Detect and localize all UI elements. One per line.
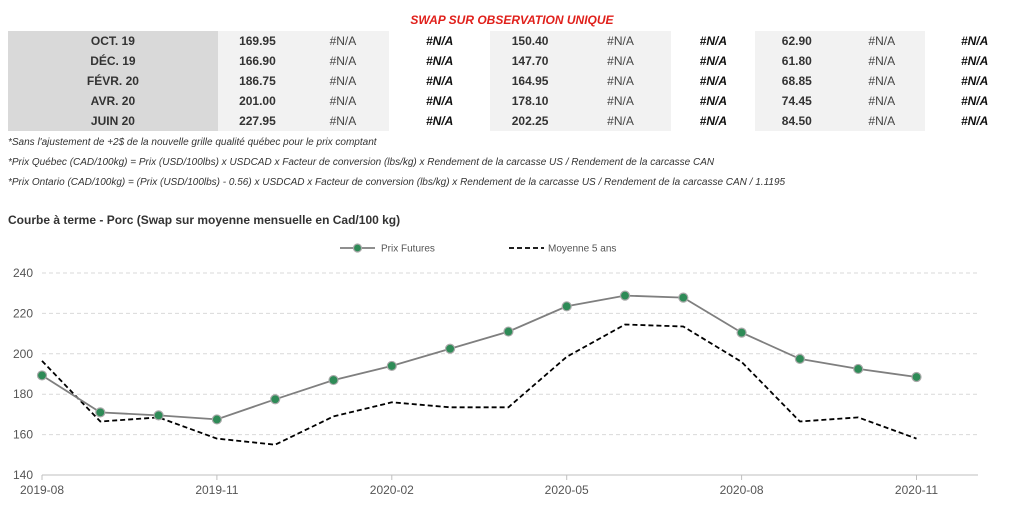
na-bold-cell: #N/A (925, 51, 1024, 71)
value-cell: 84.50 (755, 111, 839, 131)
table-row: DÉC. 19 166.90 #N/A #N/A 147.70 #N/A #N/… (8, 51, 1024, 71)
na-cell: #N/A (297, 91, 389, 111)
value-cell: 201.00 (217, 91, 298, 111)
data-point-prix-futures (95, 407, 106, 418)
data-point-prix-futures (211, 414, 222, 425)
na-bold-cell: #N/A (388, 111, 491, 131)
swap-table: OCT. 19 169.95 #N/A #N/A 150.40 #N/A #N/… (8, 31, 1024, 131)
swap-title: SWAP SUR OBSERVATION UNIQUE (410, 13, 614, 27)
na-cell: #N/A (569, 71, 672, 91)
data-point-prix-futures (36, 370, 48, 381)
na-bold-cell: #N/A (388, 51, 491, 71)
value-cell: 202.25 (490, 111, 570, 131)
footnote-quebec-formula: *Prix Québec (CAD/100kg) = Prix (USD/100… (8, 157, 715, 168)
month-cell: JUIN 20 (8, 111, 218, 131)
x-tick-label: 2020-11 (895, 483, 938, 497)
na-cell: #N/A (569, 111, 672, 131)
value-cell: 61.80 (755, 51, 839, 71)
na-bold-cell: #N/A (925, 91, 1024, 111)
na-cell: #N/A (569, 51, 672, 71)
value-cell: 68.85 (755, 71, 839, 91)
series-line-moyenne-5-ans (41, 323, 917, 446)
series-line-prix-futures (41, 294, 917, 421)
value-cell: 74.45 (755, 91, 839, 111)
na-cell: #N/A (838, 51, 926, 71)
value-cell: 62.90 (755, 31, 839, 51)
table-row: OCT. 19 169.95 #N/A #N/A 150.40 #N/A #N/… (8, 31, 1024, 51)
value-cell: 150.40 (490, 31, 570, 51)
legend-label-moyenne-5-ans: Moyenne 5 ans (548, 244, 616, 255)
table-row: JUIN 20 227.95 #N/A #N/A 202.25 #N/A #N/… (8, 111, 1024, 131)
na-cell: #N/A (838, 71, 926, 91)
data-point-prix-futures (736, 327, 747, 338)
na-cell: #N/A (838, 111, 926, 131)
legend-label-prix-futures: Prix Futures (381, 244, 435, 255)
x-tick-label: 2020-05 (545, 483, 589, 497)
data-point-prix-futures (619, 290, 631, 301)
x-tick-label: 2020-08 (720, 483, 764, 497)
data-point-prix-futures (561, 301, 572, 312)
y-tick-label: 240 (13, 266, 33, 280)
x-tick-label: 2019-08 (20, 483, 64, 497)
data-point-prix-futures (328, 374, 339, 386)
na-bold-cell: #N/A (388, 31, 491, 51)
y-tick-label: 160 (13, 428, 33, 442)
na-bold-cell: #N/A (671, 71, 756, 91)
na-cell: #N/A (297, 111, 389, 131)
value-cell: 169.95 (217, 31, 298, 51)
na-bold-cell: #N/A (671, 111, 756, 131)
data-point-prix-futures (386, 360, 397, 372)
table-row: AVR. 20 201.00 #N/A #N/A 178.10 #N/A #N/… (8, 91, 1024, 111)
na-cell: #N/A (297, 71, 389, 91)
data-point-prix-futures (911, 371, 922, 383)
value-cell: 186.75 (217, 71, 298, 91)
month-cell: OCT. 19 (8, 31, 218, 51)
y-tick-label: 180 (13, 387, 33, 401)
na-cell: #N/A (569, 91, 672, 111)
na-cell: #N/A (569, 31, 672, 51)
data-point-prix-futures (270, 394, 281, 405)
footnote-ontario-formula: *Prix Ontario (CAD/100kg) = (Prix (USD/1… (8, 177, 786, 188)
na-bold-cell: #N/A (671, 51, 756, 71)
na-cell: #N/A (838, 91, 926, 111)
legend-marker-prix-futures (352, 243, 363, 253)
na-bold-cell: #N/A (925, 111, 1024, 131)
value-cell: 178.10 (490, 91, 570, 111)
na-bold-cell: #N/A (671, 91, 756, 111)
value-cell: 227.95 (217, 111, 298, 131)
chart-title: Courbe à terme - Porc (Swap sur moyenne … (8, 213, 401, 227)
x-tick-label: 2019-11 (195, 483, 238, 497)
na-bold-cell: #N/A (925, 71, 1024, 91)
na-cell: #N/A (838, 31, 926, 51)
value-cell: 166.90 (217, 51, 298, 71)
y-tick-label: 200 (13, 347, 33, 361)
month-cell: DÉC. 19 (8, 51, 218, 71)
table-row: FÉVR. 20 186.75 #N/A #N/A 164.95 #N/A #N… (8, 71, 1024, 91)
value-cell: 164.95 (490, 71, 570, 91)
na-cell: #N/A (297, 51, 389, 71)
na-bold-cell: #N/A (388, 71, 491, 91)
y-tick-label: 140 (13, 468, 33, 482)
na-bold-cell: #N/A (925, 31, 1024, 51)
x-tick-label: 2020-02 (370, 483, 414, 497)
na-bold-cell: #N/A (671, 31, 756, 51)
data-point-prix-futures (503, 326, 514, 337)
data-point-prix-futures (445, 343, 456, 354)
data-point-prix-futures (153, 410, 164, 421)
y-tick-label: 220 (13, 306, 33, 320)
month-cell: AVR. 20 (8, 91, 218, 111)
value-cell: 147.70 (490, 51, 570, 71)
footnote-cash-price: *Sans l'ajustement de +2$ de la nouvelle… (8, 137, 377, 148)
na-bold-cell: #N/A (388, 91, 491, 111)
na-cell: #N/A (297, 31, 389, 51)
month-cell: FÉVR. 20 (8, 71, 218, 91)
data-point-prix-futures (853, 363, 864, 375)
data-point-prix-futures (678, 292, 689, 303)
data-point-prix-futures (794, 353, 806, 364)
